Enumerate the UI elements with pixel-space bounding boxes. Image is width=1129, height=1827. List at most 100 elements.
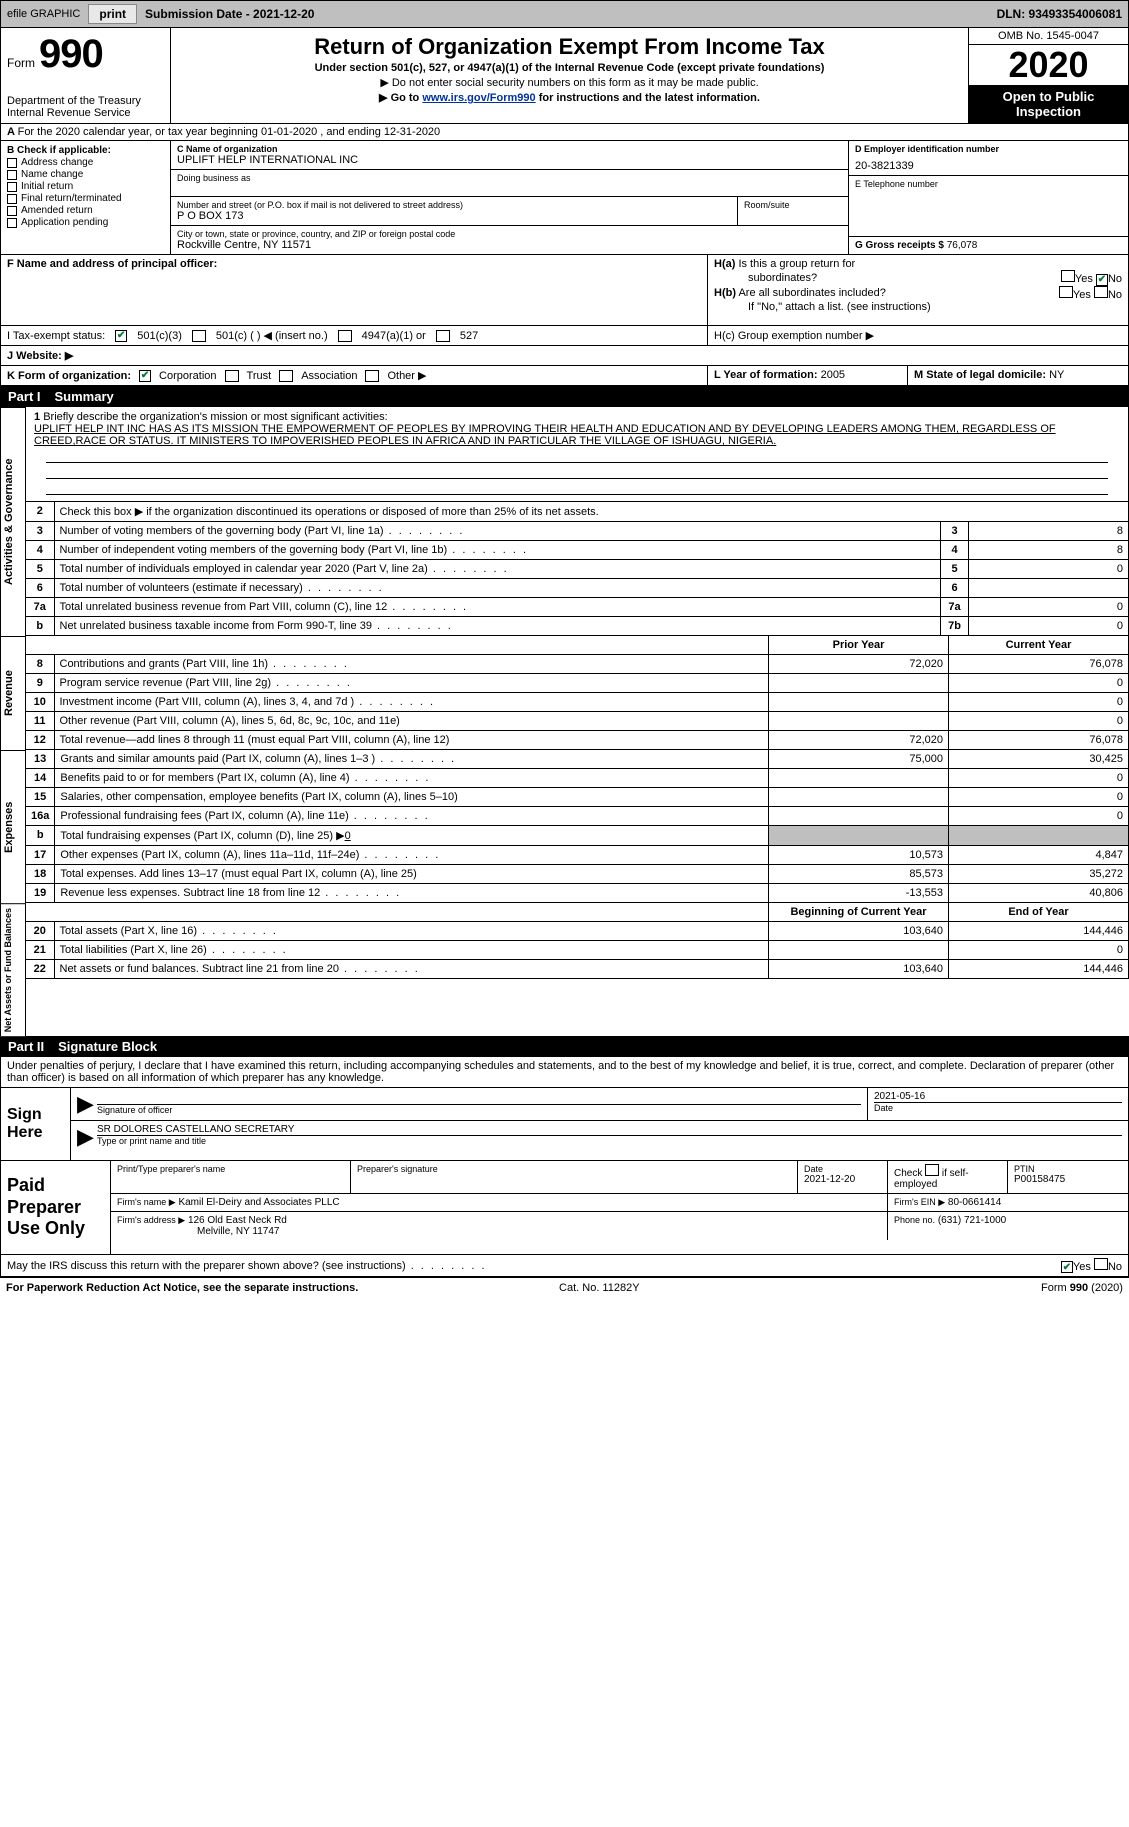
officer-name-lbl: Type or print name and title xyxy=(97,1136,1122,1146)
i-527-box[interactable] xyxy=(436,330,450,342)
part1-bar: Part I Summary xyxy=(0,386,1129,407)
k-assoc-box[interactable] xyxy=(279,370,293,382)
part1-title: Summary xyxy=(55,389,114,404)
officer-name: SR DOLORES CASTELLANO SECRETARY xyxy=(97,1124,1122,1136)
form-word: Form xyxy=(7,56,35,70)
i-o3: 4947(a)(1) or xyxy=(362,330,426,342)
checkbox-app-pending[interactable] xyxy=(7,218,17,228)
i-501c-box[interactable] xyxy=(192,330,206,342)
firm-addr1: 126 Old East Neck Rd xyxy=(188,1215,287,1226)
l16bc xyxy=(949,826,1129,846)
sig-date-lbl: Date xyxy=(874,1103,1122,1113)
print-button[interactable]: print xyxy=(88,4,137,24)
hb-no-box[interactable] xyxy=(1094,286,1108,298)
side-exp: Expenses xyxy=(0,750,26,903)
k-trust-box[interactable] xyxy=(225,370,239,382)
l20c: 144,446 xyxy=(949,922,1129,941)
hb-no: No xyxy=(1108,289,1122,301)
hb-note: If "No," attach a list. (see instruction… xyxy=(748,301,1122,313)
subtitle-1: Under section 501(c), 527, or 4947(a)(1)… xyxy=(179,62,960,74)
form-header: Form 990 Department of the Treasury Inte… xyxy=(0,28,1129,124)
k-lbl: K Form of organization: xyxy=(7,370,131,382)
g-lbl: G Gross receipts $ xyxy=(855,240,944,251)
l-lbl: L Year of formation: xyxy=(714,369,818,381)
m-lbl: M State of legal domicile: xyxy=(914,369,1046,381)
part1-label: Part I xyxy=(8,389,41,404)
section-de: D Employer identification number 20-3821… xyxy=(848,141,1128,254)
checkbox-name-change[interactable] xyxy=(7,170,17,180)
line4: Number of independent voting members of … xyxy=(54,541,941,560)
foot-left: For Paperwork Reduction Act Notice, see … xyxy=(6,1282,358,1294)
checkbox-final-return[interactable] xyxy=(7,194,17,204)
goto-pre: ▶ Go to xyxy=(379,92,422,104)
ha-no: No xyxy=(1108,273,1122,285)
form-number: 990 xyxy=(39,32,103,77)
ha-yes-box[interactable] xyxy=(1061,270,1075,282)
exp-table: 13Grants and similar amounts paid (Part … xyxy=(26,750,1129,903)
discuss-no-box[interactable] xyxy=(1094,1258,1108,1270)
ptin: P00158475 xyxy=(1014,1174,1122,1185)
open-public-2: Inspection xyxy=(971,104,1126,119)
b-opt-4: Amended return xyxy=(21,205,93,216)
col-end: End of Year xyxy=(949,903,1129,922)
k-o2: Trust xyxy=(247,370,272,382)
topbar: efile GRAPHIC print Submission Date - 20… xyxy=(0,0,1129,28)
city-val: Rockville Centre, NY 11571 xyxy=(177,239,842,251)
row-j: J Website: ▶ xyxy=(0,346,1129,366)
f-lbl: F Name and address of principal officer: xyxy=(7,258,217,270)
l14p xyxy=(769,769,949,788)
tax-year: 2020 xyxy=(969,45,1128,85)
form990-link[interactable]: www.irs.gov/Form990 xyxy=(422,92,535,104)
hb-yes-box[interactable] xyxy=(1059,286,1073,298)
l9p xyxy=(769,674,949,693)
paid-side: PaidPreparerUse Only xyxy=(1,1161,111,1254)
sec-exp: Expenses 13Grants and similar amounts pa… xyxy=(0,750,1129,903)
l18p: 85,573 xyxy=(769,865,949,884)
i-4947-box[interactable] xyxy=(338,330,352,342)
l13c: 30,425 xyxy=(949,750,1129,769)
footer: For Paperwork Reduction Act Notice, see … xyxy=(0,1277,1129,1298)
org-name: UPLIFT HELP INTERNATIONAL INC xyxy=(177,154,842,166)
l21p xyxy=(769,941,949,960)
firm-lbl: Firm's name ▶ xyxy=(117,1197,176,1207)
discuss-yes-box[interactable] xyxy=(1061,1261,1073,1273)
ha-sub: subordinates? xyxy=(748,272,817,284)
firm-addr-lbl: Firm's address ▶ xyxy=(117,1215,185,1225)
discuss-row: May the IRS discuss this return with the… xyxy=(0,1255,1129,1278)
part2-label: Part II xyxy=(8,1039,44,1054)
val5: 0 xyxy=(969,560,1129,579)
checkbox-amended[interactable] xyxy=(7,206,17,216)
l15p xyxy=(769,788,949,807)
i-o2: 501(c) ( ) ◀ (insert no.) xyxy=(216,329,328,342)
k-corp-box[interactable] xyxy=(139,370,151,382)
line2: Check this box ▶ if the organization dis… xyxy=(54,502,1129,522)
line21: Total liabilities (Part X, line 26) xyxy=(54,941,769,960)
val7a: 0 xyxy=(969,598,1129,617)
submission-date: Submission Date - 2021-12-20 xyxy=(145,7,314,21)
checkbox-initial-return[interactable] xyxy=(7,182,17,192)
line20: Total assets (Part X, line 16) xyxy=(54,922,769,941)
sign-arrow-icon: ▶ xyxy=(71,1088,91,1120)
line22: Net assets or fund balances. Subtract li… xyxy=(54,960,769,979)
sec-na: Net Assets or Fund Balances Beginning of… xyxy=(0,903,1129,1036)
line10: Investment income (Part VIII, column (A)… xyxy=(54,693,769,712)
sign-here: Sign Here xyxy=(1,1088,71,1160)
k-other-box[interactable] xyxy=(365,370,379,382)
i-501c3-box[interactable] xyxy=(115,330,127,342)
sig-officer-lbl: Signature of officer xyxy=(97,1105,861,1115)
checkbox-address-change[interactable] xyxy=(7,158,17,168)
efile-label: efile GRAPHIC xyxy=(7,8,80,20)
l16bp xyxy=(769,826,949,846)
prep-sig-lbl: Preparer's signature xyxy=(357,1164,791,1174)
ha-no-box[interactable] xyxy=(1096,274,1108,286)
l22c: 144,446 xyxy=(949,960,1129,979)
l8p: 72,020 xyxy=(769,655,949,674)
l16ac: 0 xyxy=(949,807,1129,826)
ha-lbl: H(a) Is this a group return for xyxy=(714,258,855,270)
k-o4: Other ▶ xyxy=(387,369,426,382)
line17: Other expenses (Part IX, column (A), lin… xyxy=(55,846,769,865)
gross-receipts: 76,078 xyxy=(947,240,978,251)
prep-date: 2021-12-20 xyxy=(804,1174,881,1185)
e-lbl: E Telephone number xyxy=(855,179,1122,189)
self-emp-box[interactable] xyxy=(925,1164,939,1176)
